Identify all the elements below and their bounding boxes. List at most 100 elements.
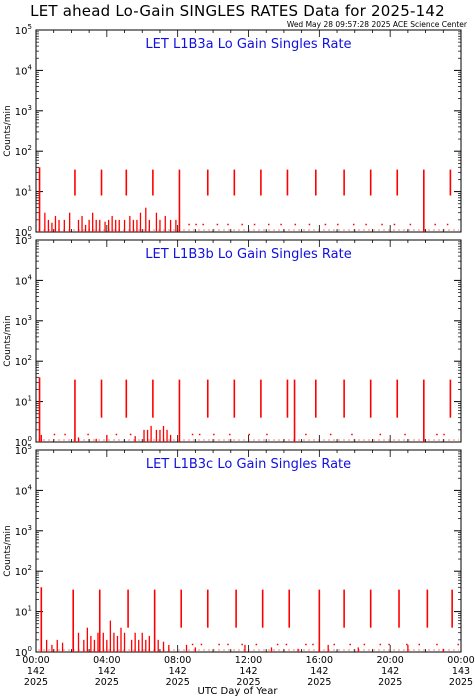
y-tick-label: 100 — [15, 435, 32, 449]
data-point — [406, 643, 408, 646]
y-tick-label: 101 — [15, 185, 32, 199]
x-tick-label: 2025 — [378, 677, 402, 688]
data-point — [285, 643, 288, 646]
data-point — [87, 433, 89, 436]
data-point — [305, 433, 307, 436]
panel-l1b3b: 100 101 102 103 104 105 Counts/min LET L1B3b Lo… — [3, 233, 462, 449]
data-point — [64, 433, 66, 436]
x-tick-label: 12:00 — [235, 655, 262, 666]
data-point — [312, 643, 314, 646]
y-axis-label: Counts/min — [3, 105, 13, 156]
x-tick-label: 142 — [169, 666, 187, 677]
data-point — [191, 433, 194, 436]
x-tick-label: 2025 — [307, 677, 331, 688]
x-tick-label: 142 — [310, 666, 328, 677]
data-point — [329, 433, 332, 436]
data-point — [351, 433, 353, 436]
data-point — [436, 433, 438, 436]
data-point — [218, 643, 220, 646]
x-tick-label: 00:00 — [22, 655, 49, 666]
data-point — [409, 223, 412, 226]
plot-frame — [35, 29, 462, 233]
data-point — [457, 643, 459, 646]
panel-title: LET L1B3c Lo Gain Singles Rate — [146, 457, 351, 472]
generation-timestamp: Wed May 28 09:57:28 2025 ACE Science Cen… — [286, 20, 467, 29]
y-tick-label: 104 — [15, 273, 33, 287]
data-point — [227, 223, 229, 226]
y-tick-label: 105 — [15, 443, 32, 457]
data-point — [381, 223, 383, 226]
data-point — [195, 223, 197, 226]
x-tick-label: 142 — [239, 666, 257, 677]
data-point — [443, 433, 445, 436]
x-tick-label: 20:00 — [376, 655, 403, 666]
data-point — [308, 223, 311, 226]
data-point — [305, 643, 307, 646]
panel-title: LET L1B3a Lo Gain Singles Rate — [145, 37, 351, 52]
y-tick-label: 101 — [15, 605, 32, 619]
data-point — [294, 223, 297, 226]
panel-l1b3c: 100 101 102 103 104 105 Counts/min LET L1B3c Lo… — [3, 443, 475, 688]
y-axis-label: Counts/min — [3, 315, 13, 366]
x-axis-label: UTC Day of Year — [197, 686, 278, 697]
data-point — [229, 433, 231, 436]
data-point — [324, 223, 327, 226]
data-point — [227, 643, 229, 646]
x-tick-label: 2025 — [24, 677, 48, 688]
data-point — [363, 643, 366, 646]
y-tick-label: 100 — [15, 225, 32, 239]
y-tick-label: 104 — [15, 63, 33, 77]
x-tick-label: 143 — [452, 666, 470, 677]
panel-l1b3a: 100 101 102 103 104 105 Counts/min LET L1B3a Lo… — [3, 23, 462, 239]
data-point — [349, 643, 351, 646]
data-point — [267, 223, 270, 226]
panel-title: LET L1B3b Lo Gain Singles Rate — [145, 247, 351, 262]
x-tick-label: 142 — [27, 666, 45, 677]
y-tick-label: 102 — [15, 144, 32, 158]
data-point — [379, 433, 382, 436]
y-tick-label: 102 — [15, 564, 32, 578]
x-tick-label: 2025 — [449, 677, 473, 688]
y-axis-label: Counts/min — [3, 525, 13, 576]
data-point — [188, 223, 190, 226]
data-point — [115, 433, 118, 436]
x-tick-label: 08:00 — [164, 655, 191, 666]
y-tick-label: 100 — [15, 645, 32, 659]
data-point — [213, 433, 215, 436]
y-tick-label: 104 — [15, 483, 33, 497]
data-point — [53, 433, 56, 436]
data-point — [337, 223, 339, 226]
y-tick-label: 105 — [15, 233, 32, 247]
data-point — [393, 223, 396, 226]
y-tick-label: 105 — [15, 23, 32, 37]
x-tick-label: 142 — [381, 666, 399, 677]
y-tick-label: 103 — [15, 524, 32, 538]
data-point — [352, 223, 355, 226]
data-point — [404, 433, 406, 436]
data-point — [202, 223, 204, 226]
data-point — [276, 643, 279, 646]
data-point — [388, 643, 390, 646]
data-point — [253, 223, 256, 226]
x-tick-label: 2025 — [166, 677, 190, 688]
data-point — [191, 643, 194, 646]
data-point — [446, 223, 449, 226]
y-tick-label: 103 — [15, 104, 32, 118]
data-point — [418, 643, 420, 646]
data-point — [434, 223, 436, 226]
data-point — [198, 433, 201, 436]
x-tick-label: 2025 — [236, 677, 260, 688]
x-tick-label: 00:00 — [447, 655, 474, 666]
x-tick-label: 16:00 — [306, 655, 333, 666]
x-tick-label: 2025 — [95, 677, 119, 688]
data-point — [200, 643, 203, 646]
data-point — [280, 223, 282, 226]
x-tick-label: 142 — [98, 666, 116, 677]
data-point — [333, 643, 335, 646]
data-point — [216, 223, 219, 226]
data-point — [436, 643, 438, 646]
y-tick-label: 102 — [15, 354, 32, 368]
data-point — [241, 223, 243, 226]
y-tick-label: 101 — [15, 395, 32, 409]
